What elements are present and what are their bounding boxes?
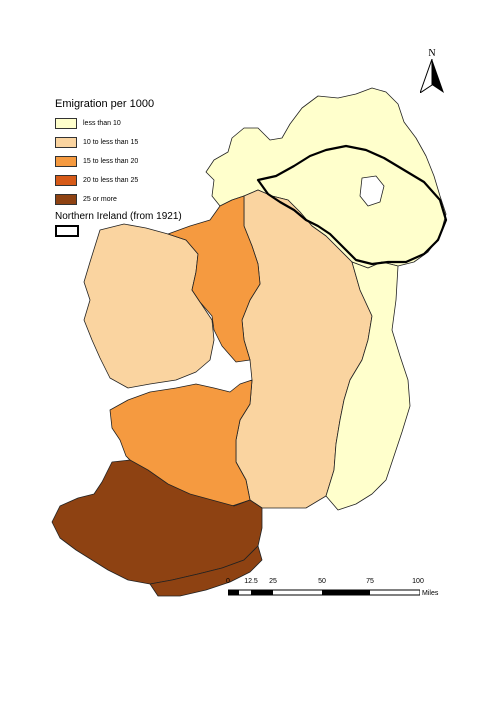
northern-ireland-legend-swatch bbox=[55, 225, 79, 237]
scale-tick-label: 100 bbox=[412, 578, 424, 585]
legend: Emigration per 1000 less than 10 10 to l… bbox=[55, 98, 255, 237]
legend-item: 15 to less than 20 bbox=[55, 154, 255, 168]
legend-label: 25 or more bbox=[83, 195, 117, 203]
legend-swatch bbox=[55, 174, 77, 186]
legend-swatch bbox=[55, 193, 77, 205]
scale-tick-label: 50 bbox=[318, 578, 326, 585]
region-east bbox=[325, 261, 411, 511]
legend-item: 25 or more bbox=[55, 192, 255, 206]
region-north-west-band bbox=[167, 195, 261, 363]
legend-label: 10 to less than 15 bbox=[83, 138, 139, 146]
legend-swatch bbox=[55, 136, 77, 148]
legend-item: less than 10 bbox=[55, 116, 255, 130]
north-arrow-icon bbox=[419, 58, 444, 95]
legend-swatch bbox=[55, 117, 77, 129]
northern-ireland-legend-label: Northern Ireland (from 1921) bbox=[55, 211, 182, 222]
legend-swatch bbox=[55, 155, 77, 167]
legend-label: less than 10 bbox=[83, 119, 121, 127]
legend-label: 20 to less than 25 bbox=[83, 176, 139, 184]
north-letter: N bbox=[428, 48, 436, 59]
scale-tick-label: 12.5 bbox=[244, 578, 258, 585]
northern-ireland-border bbox=[256, 144, 448, 266]
scale-tick-label: 0 bbox=[226, 578, 230, 585]
legend-item: 10 to less than 15 bbox=[55, 135, 255, 149]
scale-units: Miles bbox=[422, 590, 439, 597]
scale-bar-graphic bbox=[228, 589, 420, 596]
legend-title: Emigration per 1000 bbox=[55, 98, 155, 110]
legend-item: 20 to less than 25 bbox=[55, 173, 255, 187]
legend-label: 15 to less than 20 bbox=[83, 157, 139, 165]
region-south-cork bbox=[149, 545, 263, 597]
lough-neagh bbox=[359, 175, 385, 207]
scale-tick-label: 25 bbox=[269, 578, 277, 585]
north-arrow: N bbox=[419, 48, 444, 98]
scale-tick-label: 75 bbox=[366, 578, 374, 585]
